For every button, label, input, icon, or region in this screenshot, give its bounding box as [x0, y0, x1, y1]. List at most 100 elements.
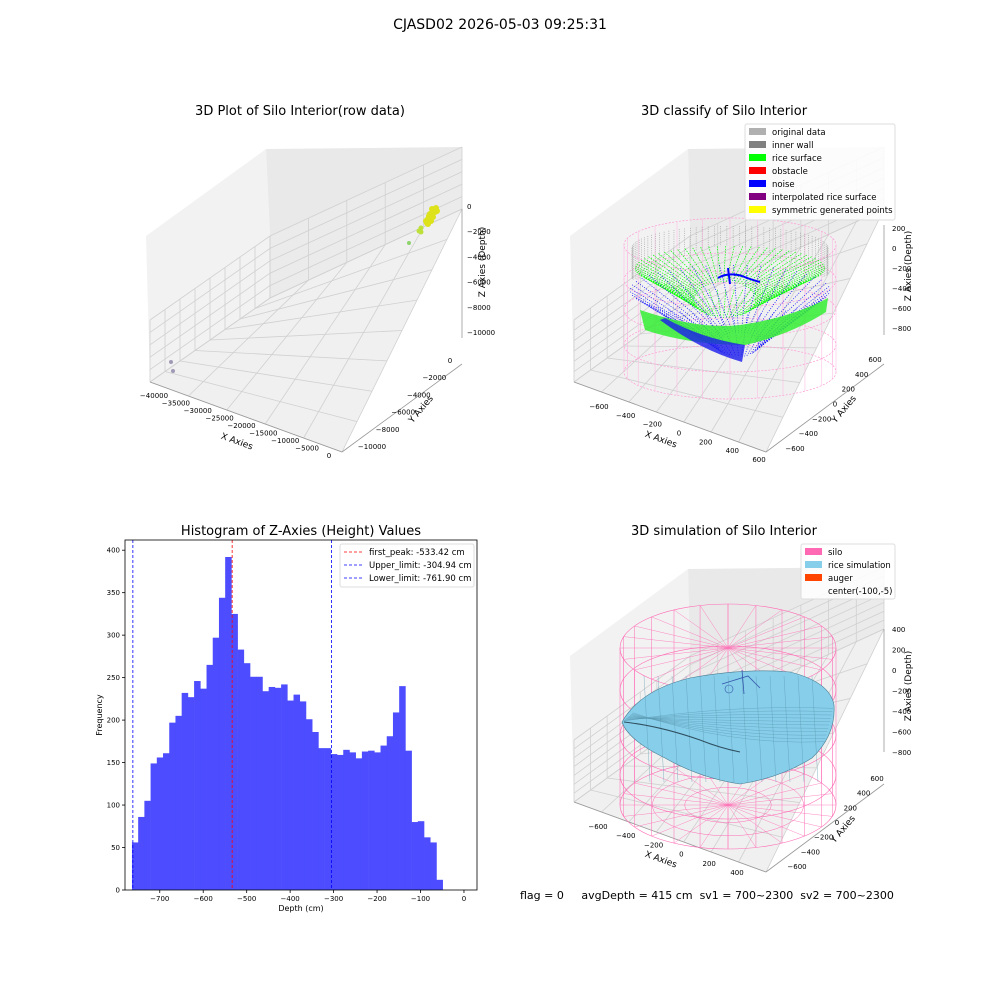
- wall-grid-line: [149, 159, 463, 333]
- x-tick-label: −25000: [206, 415, 234, 423]
- silo-floor-spoke: [651, 804, 729, 837]
- silo-roof-spoke: [727, 625, 822, 649]
- floor-grid-line: [590, 789, 783, 838]
- rice-mesh-line: [755, 675, 763, 783]
- wall-grid-line: [149, 146, 463, 321]
- rice-surface-point: [743, 284, 790, 315]
- silo-roof-spoke: [651, 616, 729, 649]
- status-sv1: sv1 = 700~2300: [699, 889, 794, 902]
- x-tick-label: −200: [644, 841, 663, 849]
- silo-roof-spoke: [699, 605, 729, 649]
- rice-surface-point: [728, 246, 744, 283]
- plot-frame: [124, 539, 478, 891]
- silo-roof-spoke: [727, 605, 757, 649]
- histogram-bar: [287, 700, 294, 890]
- legend-label: obstacle: [772, 167, 808, 177]
- rice-mesh-line: [811, 675, 819, 783]
- rice-surface-point: [749, 254, 808, 290]
- x-axis-line: [149, 381, 343, 453]
- status-avg-depth: avgDepth = 415 cm: [581, 889, 693, 902]
- histogram-title: Histogram of Z-Axies (Height) Values: [180, 524, 422, 539]
- silo-floor-spoke: [623, 793, 729, 806]
- histogram-bar: [355, 758, 363, 890]
- silo-roof-spoke: [651, 647, 729, 680]
- x-tick-label: −15000: [249, 430, 277, 438]
- legend-label: original data: [772, 128, 826, 138]
- y-tick-label: −200: [812, 415, 831, 423]
- x-tick-label: 0: [677, 430, 681, 438]
- figure-title: CJASD02 2026-05-03 09:25:31: [393, 17, 607, 33]
- rice-surface-point: [733, 246, 760, 284]
- data-point: [425, 221, 431, 227]
- y-tick-label: −8000: [376, 426, 400, 434]
- legend-label: rice simulation: [828, 561, 891, 571]
- x-tick-label: −40000: [140, 392, 168, 400]
- rice-surface-point: [692, 288, 714, 317]
- rice-surface-point: [750, 256, 812, 292]
- rice-mesh-line: [713, 675, 721, 783]
- y-tick-label: −6000: [391, 409, 415, 417]
- histogram-bar: [200, 688, 207, 890]
- histogram-bar: [424, 837, 431, 890]
- data-point: [430, 210, 436, 216]
- silo-floor-spoke: [727, 782, 822, 806]
- y-tick-label: 150: [107, 759, 120, 767]
- histogram-bar: [417, 821, 425, 890]
- floor-grid-line: [607, 357, 800, 383]
- rice-surface-point: [716, 289, 722, 318]
- z-tick-label: 200: [892, 647, 905, 655]
- histogram-bar: [250, 676, 257, 890]
- floor-grid-line: [341, 208, 463, 453]
- x-tick-label: 0: [462, 895, 466, 903]
- histogram-bar: [361, 751, 369, 890]
- z-tick-label: −600: [892, 729, 911, 737]
- histogram-bar: [169, 722, 176, 890]
- rice-surface-point: [634, 267, 696, 301]
- histogram-bar: [212, 637, 220, 890]
- rice-surface-point: [736, 247, 768, 284]
- rice-surface-point: [677, 249, 709, 286]
- wall-grid-line: [573, 584, 885, 759]
- rice-mesh-line: [685, 675, 693, 783]
- z-tick-label: −200: [892, 265, 911, 273]
- y-tick-label: −4000: [407, 391, 431, 399]
- rice-surface-point: [754, 269, 825, 302]
- silo-floor-spoke: [673, 804, 729, 844]
- legend-label: rice surface: [772, 154, 822, 164]
- y-tick-label: 0: [835, 819, 839, 827]
- x-tick-label: 400: [726, 447, 739, 455]
- x-tick-label: −400: [281, 895, 300, 903]
- left-wall: [570, 236, 690, 382]
- rice-surface-point: [743, 250, 790, 287]
- floor-grid-line: [179, 360, 373, 392]
- x-tick-label: 400: [730, 869, 743, 877]
- legend-swatch: [749, 141, 766, 148]
- silo-floor-spoke: [634, 782, 729, 806]
- x-tick-label: −5000: [295, 445, 319, 453]
- rice-surface-point: [741, 249, 783, 286]
- rice-surface-point: [738, 287, 776, 317]
- outlier-point: [169, 360, 173, 364]
- rice-simulation-surface: [621, 670, 835, 785]
- floor-grid-line: [194, 350, 388, 362]
- histogram-bar: [299, 701, 307, 890]
- histogram-bar: [337, 754, 344, 890]
- floor-grid-line: [164, 371, 358, 423]
- histogram-bar: [225, 556, 232, 890]
- x-axis-label: Depth (cm): [278, 904, 323, 913]
- rice-surface-point: [644, 277, 699, 309]
- silo-floor-spoke: [727, 804, 757, 848]
- z-tick-label: 200: [892, 225, 905, 233]
- y-tick-label: −400: [801, 848, 820, 856]
- histogram-bar: [349, 752, 356, 890]
- y-axis-line: [765, 363, 885, 453]
- legend-swatch: [805, 574, 822, 581]
- legend-swatch: [749, 154, 766, 161]
- silo-floor-spoke: [651, 773, 729, 806]
- histogram-bar: [131, 842, 139, 890]
- histogram-bar: [206, 664, 214, 890]
- simulation-legend: silo rice simulation auger center(-100,-5): [800, 543, 896, 600]
- rice-mesh-line: [699, 675, 707, 783]
- rice-mesh-line: [643, 675, 651, 783]
